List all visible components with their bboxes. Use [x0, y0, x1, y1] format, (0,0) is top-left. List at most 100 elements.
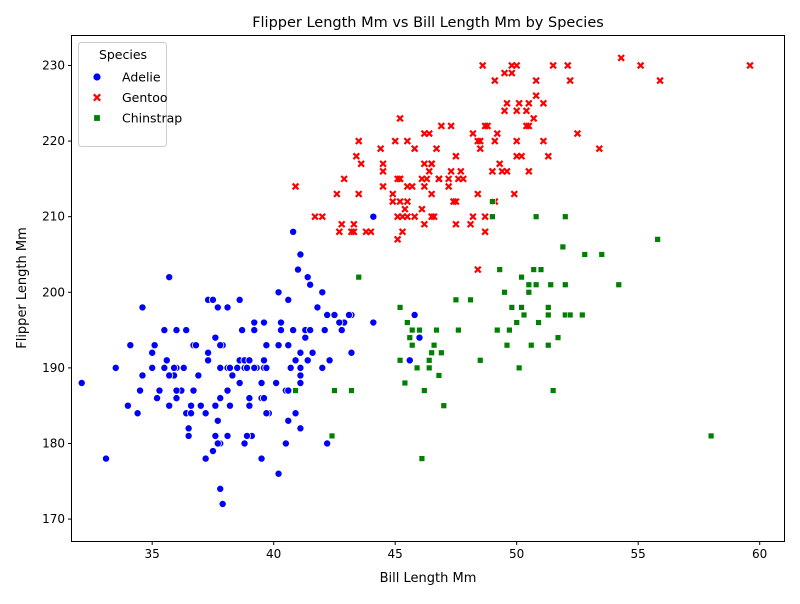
- adelie-point: [259, 394, 268, 403]
- chinstrap-point: [562, 281, 569, 288]
- chinstrap-point: [654, 236, 661, 243]
- chinstrap-point: [440, 402, 447, 409]
- chinstrap-point: [433, 326, 440, 334]
- gentoo-point: [508, 61, 516, 70]
- gentoo-point: [498, 167, 506, 175]
- gentoo-point: [398, 228, 407, 236]
- gentoo-point: [357, 160, 365, 168]
- gentoo-point: [476, 144, 484, 153]
- gentoo-point: [500, 107, 509, 115]
- adelie-point: [296, 250, 305, 259]
- gentoo-point: [352, 152, 360, 160]
- chinstrap-point: [579, 311, 586, 319]
- adelie-point: [201, 409, 210, 418]
- adelie-point: [223, 431, 232, 440]
- gentoo-point: [452, 220, 460, 228]
- gentoo-point: [476, 137, 484, 145]
- adelie-point: [160, 363, 169, 372]
- gentoo-point: [350, 228, 358, 236]
- gentoo-point: [427, 190, 436, 198]
- adelie-point: [148, 363, 157, 372]
- adelie-point: [318, 288, 327, 297]
- legend-label-adelie: Adelie: [122, 70, 161, 85]
- adelie-point: [347, 348, 356, 357]
- gentoo-point: [418, 175, 426, 183]
- adelie-point: [138, 303, 147, 312]
- adelie-point: [250, 318, 259, 327]
- adelie-point: [289, 227, 298, 236]
- adelie-point: [216, 363, 225, 372]
- adelie-point: [111, 363, 120, 372]
- gentoo-point: [355, 190, 363, 198]
- adelie-point: [284, 341, 293, 350]
- chinstrap-point: [518, 304, 525, 311]
- adelie-point: [259, 356, 268, 365]
- adelie-point: [240, 439, 249, 448]
- adelie-point: [184, 424, 193, 433]
- gentoo-point: [437, 122, 446, 130]
- adelie-point: [410, 310, 419, 319]
- adelie-point: [259, 318, 268, 327]
- chinstrap-point: [532, 281, 540, 288]
- adelie-point: [160, 326, 169, 335]
- gentoo-point: [403, 213, 412, 221]
- gentoo-point: [379, 182, 387, 191]
- gentoo-point: [393, 213, 402, 221]
- chinstrap-point: [489, 213, 496, 220]
- gentoo-point: [515, 99, 523, 107]
- adelie-point: [235, 378, 244, 387]
- adelie-point: [296, 371, 305, 380]
- adelie-point: [274, 341, 283, 350]
- chinstrap-point: [545, 311, 552, 319]
- gentoo-point: [430, 213, 438, 221]
- gentoo-point: [496, 160, 504, 168]
- adelie-point: [284, 295, 293, 304]
- adelie-point: [148, 348, 157, 357]
- gentoo-point: [338, 220, 346, 228]
- y-tick-label: 200: [42, 285, 65, 299]
- gentoo-point: [469, 129, 477, 138]
- y-tick-label: 220: [42, 134, 65, 148]
- adelie-point: [245, 394, 254, 403]
- adelie-point: [245, 401, 254, 410]
- gentoo-point: [539, 137, 548, 145]
- adelie-point: [238, 326, 247, 335]
- adelie-point: [301, 333, 310, 342]
- adelie-point: [123, 401, 132, 410]
- gentoo-point: [459, 175, 467, 183]
- adelie-point: [182, 326, 191, 335]
- chinstrap-point: [331, 387, 338, 394]
- adelie-point: [223, 303, 232, 312]
- chinstrap-point: [452, 296, 460, 304]
- adelie-point: [272, 378, 281, 387]
- adelie-point: [211, 431, 220, 440]
- chinstrap-point: [328, 432, 336, 440]
- gentoo-point: [530, 114, 538, 123]
- chinstrap-point: [421, 387, 428, 394]
- x-tick-label: 35: [145, 547, 160, 561]
- gentoo-point: [478, 61, 487, 70]
- gentoo-point: [311, 213, 319, 221]
- adelie-point: [228, 371, 237, 380]
- gentoo-point: [432, 144, 441, 153]
- adelie-point: [233, 363, 242, 372]
- chinstrap-point: [292, 387, 299, 394]
- adelie-point: [208, 295, 217, 304]
- adelie-point: [172, 326, 181, 335]
- gentoo-point: [457, 167, 465, 175]
- adelie-point: [276, 326, 285, 335]
- gentoo-point: [513, 137, 521, 145]
- gentoo-point: [539, 99, 548, 107]
- legend-title: Species: [99, 47, 147, 62]
- chinstrap-point: [428, 349, 435, 356]
- adelie-point: [165, 371, 174, 380]
- gentoo-point: [408, 182, 416, 191]
- adelie-point: [194, 371, 203, 380]
- chinstrap-point: [545, 304, 552, 311]
- gentoo-point: [391, 137, 399, 145]
- gentoo-point: [393, 235, 402, 244]
- x-tick-label: 50: [509, 547, 524, 561]
- gentoo-point: [420, 160, 429, 168]
- x-axis-label: Bill Length Mm: [380, 571, 477, 586]
- adelie-point: [133, 409, 142, 418]
